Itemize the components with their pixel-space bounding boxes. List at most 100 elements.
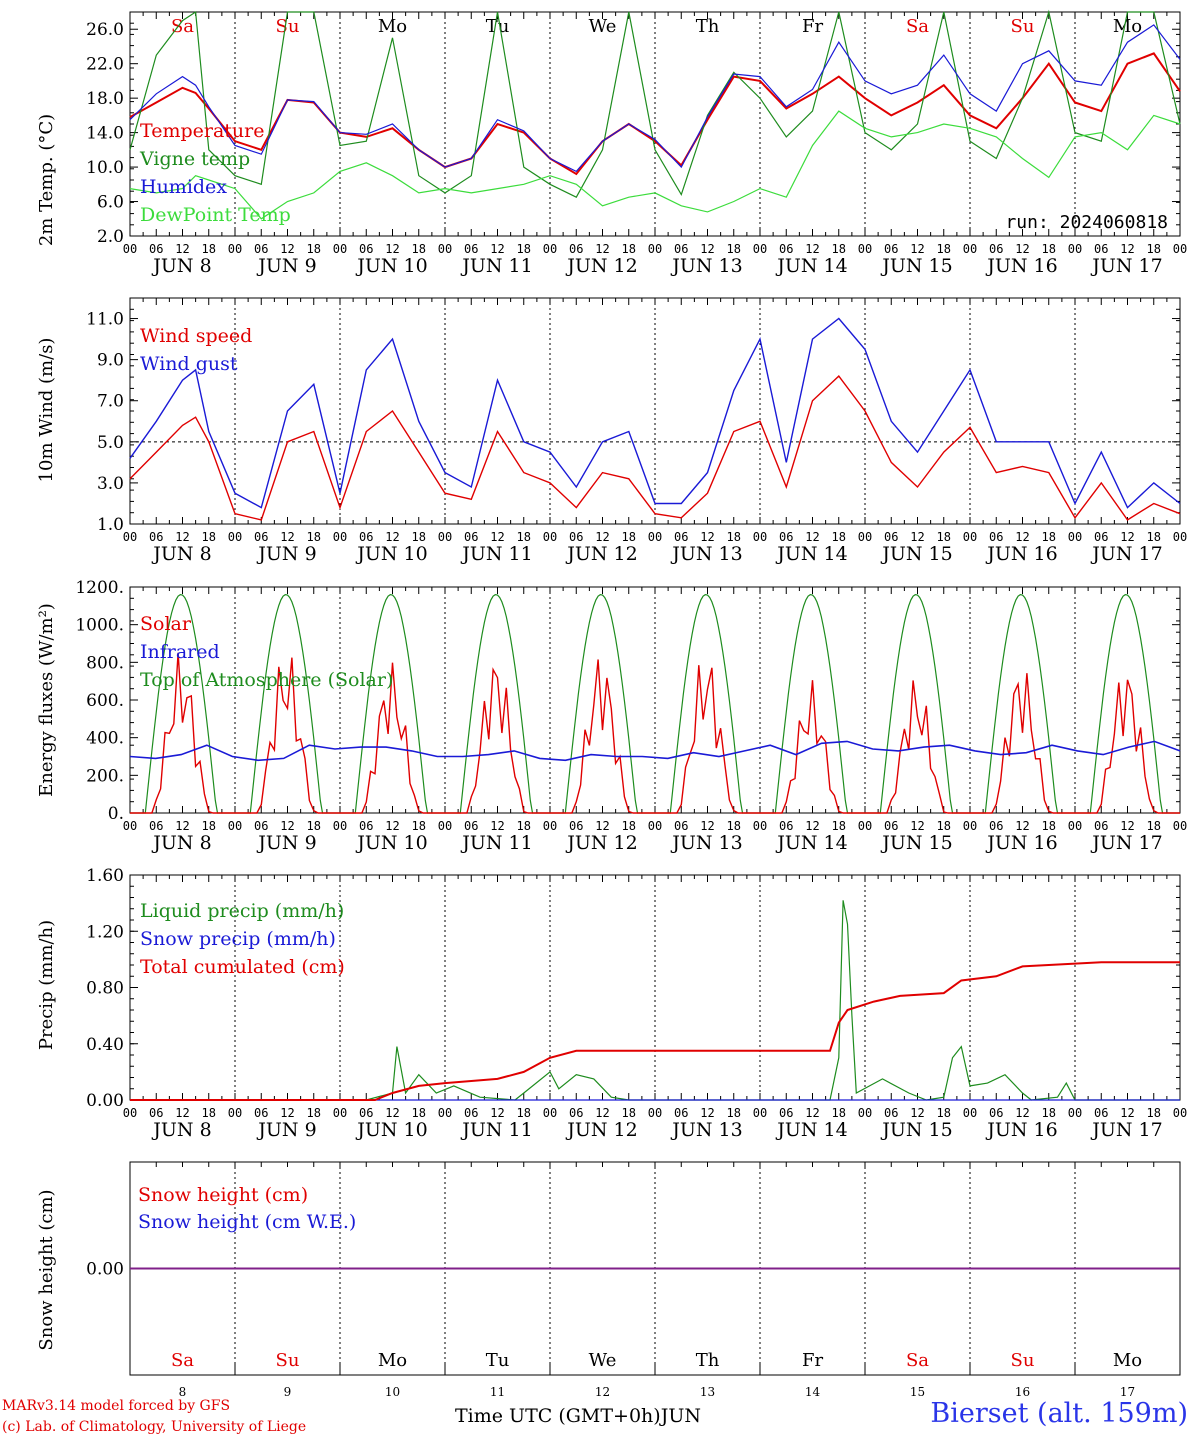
hour-tick-label: 12 <box>280 530 294 544</box>
y-axis-label: Snow height (cm) <box>36 1189 57 1350</box>
hour-tick-label: 06 <box>884 819 898 833</box>
legend-entry: Snow height (cm) <box>138 1184 308 1206</box>
legend-entry: Wind gust <box>140 353 238 375</box>
hour-tick-label: 18 <box>412 819 426 833</box>
hour-tick-label: 12 <box>1120 530 1134 544</box>
hour-tick-label: 18 <box>937 1106 951 1120</box>
hour-tick-label: 06 <box>464 819 478 833</box>
hour-tick-label: 12 <box>175 530 189 544</box>
hour-tick-label: 06 <box>1094 530 1108 544</box>
hour-tick-label: 06 <box>359 242 373 256</box>
hour-tick-label: 00 <box>1173 242 1187 256</box>
day-number-label: 16 <box>1015 1385 1030 1399</box>
date-label: JUN 8 <box>151 543 211 565</box>
date-label: JUN 15 <box>880 832 952 854</box>
hour-tick-label: 06 <box>569 1106 583 1120</box>
hour-tick-label: 18 <box>1147 530 1161 544</box>
hour-tick-label: 00 <box>753 530 767 544</box>
date-label: JUN 14 <box>775 832 847 854</box>
hour-tick-label: 18 <box>937 530 951 544</box>
time-axis-title: Time UTC (GMT+0h) <box>455 1405 661 1427</box>
legend-entry: Snow height (cm W.E.) <box>138 1211 356 1233</box>
weekday-label: Mo <box>378 16 407 37</box>
hour-tick-label: 06 <box>464 1106 478 1120</box>
hour-tick-label: 18 <box>832 1106 846 1120</box>
hour-tick-label: 00 <box>1068 1106 1082 1120</box>
run-annotation: run: 2024060818 <box>1005 212 1168 233</box>
hour-tick-label: 12 <box>805 1106 819 1120</box>
date-label: JUN 11 <box>460 832 532 854</box>
weekday-label: Th <box>696 1350 720 1371</box>
hour-tick-label: 12 <box>490 1106 504 1120</box>
y-tick-label: 18.0 <box>86 89 124 109</box>
hour-tick-label: 00 <box>1173 1106 1187 1120</box>
date-label: JUN 12 <box>565 832 637 854</box>
hour-tick-label: 06 <box>149 819 163 833</box>
hour-tick-label: 06 <box>674 530 688 544</box>
hour-tick-label: 18 <box>937 819 951 833</box>
hour-tick-label: 12 <box>595 242 609 256</box>
hour-tick-label: 12 <box>385 530 399 544</box>
weekday-label: Fr <box>802 1350 823 1371</box>
date-label: JUN 9 <box>256 255 316 277</box>
solar-line <box>130 652 1180 814</box>
date-label: JUN 17 <box>1090 832 1162 854</box>
date-label: JUN 9 <box>256 543 316 565</box>
y-tick-label: 200. <box>86 766 124 786</box>
day-number-label: 13 <box>700 1385 715 1399</box>
legend-entry: Liquid precip (mm/h) <box>140 900 344 922</box>
hour-tick-label: 06 <box>779 1106 793 1120</box>
hour-tick-label: 00 <box>858 242 872 256</box>
date-label: JUN 9 <box>256 832 316 854</box>
hour-tick-label: 06 <box>779 530 793 544</box>
hour-tick-label: 12 <box>1015 530 1029 544</box>
hour-tick-label: 00 <box>543 819 557 833</box>
hour-tick-label: 06 <box>149 242 163 256</box>
hour-tick-label: 00 <box>438 1106 452 1120</box>
hour-tick-label: 18 <box>202 819 216 833</box>
date-label: JUN 14 <box>775 1119 847 1141</box>
y-tick-label: 5.0 <box>97 433 124 453</box>
hour-tick-label: 18 <box>1147 1106 1161 1120</box>
station-name: Bierset (alt. 159m) <box>930 1398 1188 1429</box>
legend-entry: Humidex <box>140 176 227 198</box>
hour-tick-label: 06 <box>359 819 373 833</box>
hour-tick-label: 00 <box>963 1106 977 1120</box>
hour-tick-label: 00 <box>543 530 557 544</box>
legend-entry: Wind speed <box>140 325 252 347</box>
y-tick-label: 14.0 <box>86 124 124 144</box>
time-axis-month: JUN <box>660 1405 701 1427</box>
y-axis-label: 2m Temp. (°C) <box>36 114 57 246</box>
date-label: JUN 13 <box>670 255 742 277</box>
hour-tick-label: 00 <box>753 242 767 256</box>
y-tick-label: 0. <box>108 804 124 824</box>
hour-tick-label: 18 <box>517 530 531 544</box>
weekday-label: Su <box>276 16 300 37</box>
hour-tick-label: 06 <box>254 819 268 833</box>
hour-tick-label: 18 <box>1042 530 1056 544</box>
hour-tick-label: 12 <box>805 530 819 544</box>
hour-tick-label: 00 <box>1068 530 1082 544</box>
legend-entry: Top of Atmosphere (Solar) <box>140 669 393 691</box>
date-label: JUN 8 <box>151 832 211 854</box>
hour-tick-label: 00 <box>963 819 977 833</box>
hour-tick-label: 18 <box>1042 819 1056 833</box>
y-tick-label: 0.00 <box>86 1260 124 1280</box>
date-label: JUN 13 <box>670 832 742 854</box>
y-tick-label: 9.0 <box>97 351 124 371</box>
hour-tick-label: 06 <box>359 1106 373 1120</box>
date-label: JUN 12 <box>565 255 637 277</box>
legend-entry: Snow precip (mm/h) <box>140 928 336 950</box>
weekday-label: Su <box>1011 16 1035 37</box>
hour-tick-label: 12 <box>910 530 924 544</box>
series-line <box>129 317 1181 509</box>
weekday-label: Sa <box>171 16 194 37</box>
date-label: JUN 15 <box>880 543 952 565</box>
date-label: JUN 14 <box>775 543 847 565</box>
hour-tick-label: 00 <box>648 1106 662 1120</box>
hour-tick-label: 12 <box>280 1106 294 1120</box>
hour-tick-label: 18 <box>412 530 426 544</box>
hour-tick-label: 12 <box>175 242 189 256</box>
hour-tick-label: 00 <box>333 530 347 544</box>
